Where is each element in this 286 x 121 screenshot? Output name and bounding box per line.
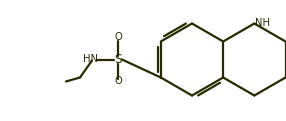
Text: O: O — [114, 33, 122, 42]
Text: O: O — [114, 76, 122, 87]
Text: HN: HN — [82, 54, 98, 64]
Text: S: S — [114, 53, 122, 66]
Text: NH: NH — [255, 19, 270, 29]
